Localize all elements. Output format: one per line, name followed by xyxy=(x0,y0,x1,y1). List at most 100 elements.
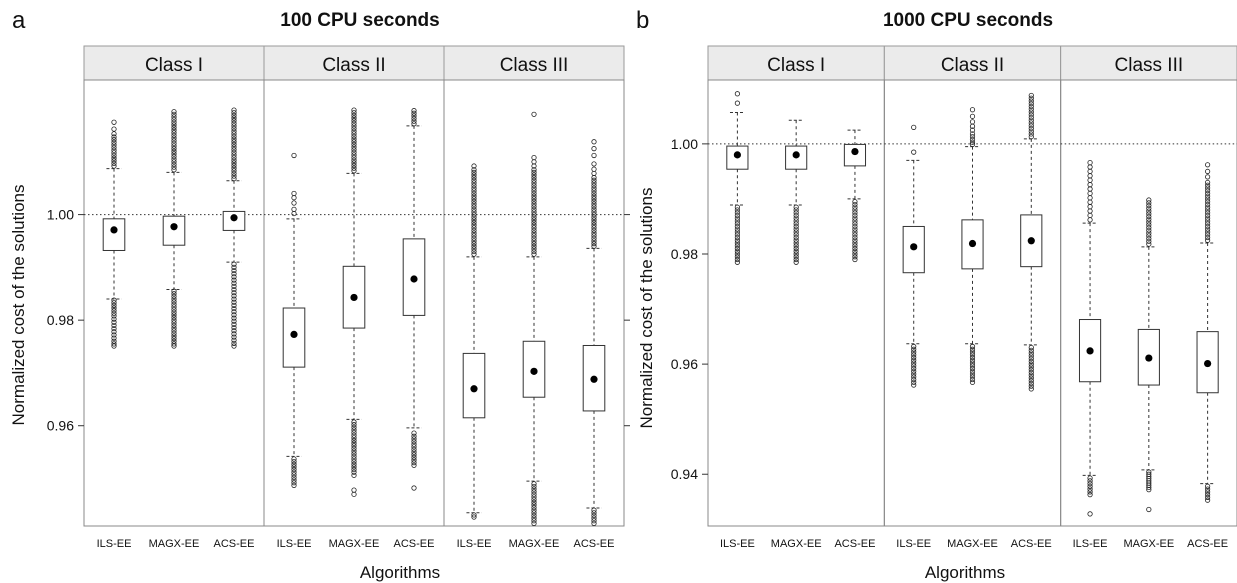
outlier-point xyxy=(591,201,597,207)
outlier-point xyxy=(1146,208,1152,214)
outlier-point xyxy=(1028,109,1034,115)
outlier-point xyxy=(171,309,177,315)
outlier-point xyxy=(351,141,357,147)
outlier-point xyxy=(351,162,357,169)
outlier-point xyxy=(591,177,597,183)
outlier-point xyxy=(734,91,740,97)
outlier-point xyxy=(591,180,597,186)
outlier-point xyxy=(231,293,237,299)
facet-strip-label: Class II xyxy=(941,55,1004,76)
x-tick-label: MAGX-EE xyxy=(149,538,200,550)
outlier-point xyxy=(111,313,117,319)
outlier-point xyxy=(591,518,597,524)
outlier-point xyxy=(1028,114,1034,121)
outlier-point xyxy=(411,452,417,458)
outlier-point xyxy=(231,290,237,296)
box-ils-ee xyxy=(726,91,749,265)
outlier-point xyxy=(591,217,597,223)
outlier-point xyxy=(852,199,858,205)
outlier-point xyxy=(171,151,177,157)
outlier-point xyxy=(171,148,177,154)
outlier-point xyxy=(1087,173,1093,179)
outlier-point xyxy=(531,238,537,244)
x-tick-label: MAGX-EE xyxy=(329,538,380,550)
outlier-point xyxy=(351,443,357,449)
outlier-point xyxy=(911,360,917,366)
outlier-point xyxy=(171,116,177,123)
outlier-point xyxy=(1028,347,1034,353)
outlier-point xyxy=(1087,217,1093,223)
outlier-point xyxy=(411,444,417,450)
outlier-point xyxy=(1205,494,1211,500)
facet-panel-border xyxy=(443,79,625,527)
outlier-point xyxy=(531,489,537,495)
outlier-point xyxy=(111,139,117,145)
outlier-point xyxy=(531,111,537,117)
outlier-point xyxy=(471,219,477,226)
outlier-point xyxy=(531,486,537,492)
outlier-point xyxy=(411,115,417,122)
y-tick-label: 0.94 xyxy=(671,466,698,482)
outlier-point xyxy=(411,485,417,491)
outlier-point xyxy=(291,469,297,475)
outlier-point xyxy=(471,235,477,241)
outlier-point xyxy=(1028,358,1034,364)
outlier-point xyxy=(591,185,597,191)
outlier-point xyxy=(171,336,177,342)
outlier-point xyxy=(852,256,858,263)
outlier-point xyxy=(1146,216,1152,222)
outlier-point xyxy=(911,374,917,380)
outlier-point xyxy=(111,341,117,347)
outlier-point xyxy=(852,212,858,219)
box-magx-ee xyxy=(785,119,808,265)
outlier-point xyxy=(531,198,537,204)
outlier-point xyxy=(471,190,477,197)
outlier-point xyxy=(1205,174,1211,180)
outlier-point xyxy=(351,112,357,118)
outlier-point xyxy=(911,379,917,385)
outlier-point xyxy=(852,210,858,216)
outlier-point xyxy=(471,180,477,186)
outlier-point xyxy=(351,445,357,452)
outlier-point xyxy=(351,440,357,446)
outlier-point xyxy=(793,245,799,252)
facet-strip-label: Class I xyxy=(145,55,203,76)
outlier-point xyxy=(911,368,917,374)
outlier-point xyxy=(231,144,237,150)
outlier-point xyxy=(734,212,740,219)
outlier-point xyxy=(1205,204,1211,210)
outlier-point xyxy=(171,328,177,334)
outlier-point xyxy=(911,124,917,130)
outlier-point xyxy=(531,177,537,183)
outlier-point xyxy=(793,212,799,219)
outlier-point xyxy=(531,518,537,524)
outlier-point xyxy=(291,477,297,483)
outlier-point xyxy=(351,144,357,150)
outlier-point xyxy=(411,449,417,455)
x-tick-label: ACS-EE xyxy=(1187,538,1228,550)
outlier-point xyxy=(231,160,237,166)
outlier-point xyxy=(591,193,597,199)
box-iqr xyxy=(162,215,186,246)
outlier-point xyxy=(351,424,357,430)
outlier-point xyxy=(734,210,740,216)
outlier-point xyxy=(231,133,237,140)
outlier-point xyxy=(531,169,537,175)
outlier-point xyxy=(734,240,740,246)
outlier-point xyxy=(111,325,117,332)
outlier-point xyxy=(734,237,740,243)
outlier-point xyxy=(734,256,740,263)
outlier-point xyxy=(734,226,740,232)
outlier-point xyxy=(111,302,117,308)
box-ils-ee xyxy=(282,152,306,488)
outlier-point xyxy=(911,149,917,155)
outlier-point xyxy=(1028,125,1034,132)
outlier-point xyxy=(351,110,357,116)
box-magx-ee xyxy=(522,111,546,526)
outlier-point xyxy=(969,349,976,355)
box-iqr xyxy=(102,218,126,251)
x-tick-label: MAGX-EE xyxy=(771,538,822,550)
chart-title-b: 1000 CPU seconds xyxy=(883,10,1053,31)
outlier-point xyxy=(1205,188,1211,194)
